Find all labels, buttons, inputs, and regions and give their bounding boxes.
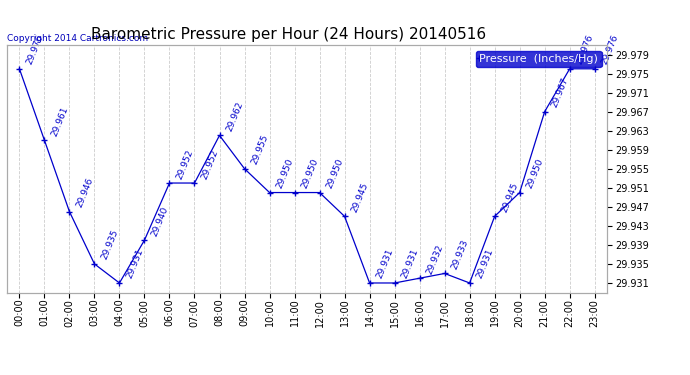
Text: 29.931: 29.931 <box>475 248 495 280</box>
Text: 29.950: 29.950 <box>275 157 295 190</box>
Pressure  (Inches/Hg) <box>290 190 299 195</box>
Pressure  (Inches/Hg) <box>90 262 99 266</box>
Pressure  (Inches/Hg) <box>215 133 224 138</box>
Text: 29.935: 29.935 <box>100 229 120 261</box>
Text: 29.955: 29.955 <box>250 134 270 166</box>
Text: 29.940: 29.940 <box>150 205 170 237</box>
Pressure  (Inches/Hg) <box>266 190 274 195</box>
Pressure  (Inches/Hg) <box>240 166 248 171</box>
Pressure  (Inches/Hg) <box>190 181 199 185</box>
Pressure  (Inches/Hg) <box>66 209 74 214</box>
Pressure  (Inches/Hg) <box>340 214 348 219</box>
Pressure  (Inches/Hg) <box>315 190 324 195</box>
Text: 29.967: 29.967 <box>550 76 571 109</box>
Text: 29.931: 29.931 <box>400 248 420 280</box>
Text: 29.961: 29.961 <box>50 105 70 137</box>
Text: 29.952: 29.952 <box>200 148 220 180</box>
Legend: Pressure  (Inches/Hg): Pressure (Inches/Hg) <box>476 51 602 67</box>
Text: 29.950: 29.950 <box>525 157 545 190</box>
Pressure  (Inches/Hg) <box>540 110 549 114</box>
Text: 29.931: 29.931 <box>125 248 145 280</box>
Pressure  (Inches/Hg) <box>140 238 148 242</box>
Pressure  (Inches/Hg) <box>115 281 124 285</box>
Text: 29.931: 29.931 <box>375 248 395 280</box>
Text: 29.976: 29.976 <box>600 33 620 66</box>
Text: 29.962: 29.962 <box>225 100 245 133</box>
Line: Pressure  (Inches/Hg): Pressure (Inches/Hg) <box>17 66 598 286</box>
Pressure  (Inches/Hg) <box>40 138 48 142</box>
Text: 29.945: 29.945 <box>500 181 520 214</box>
Pressure  (Inches/Hg) <box>366 281 374 285</box>
Pressure  (Inches/Hg) <box>391 281 399 285</box>
Text: 29.950: 29.950 <box>325 157 345 190</box>
Pressure  (Inches/Hg) <box>440 271 449 276</box>
Pressure  (Inches/Hg) <box>515 190 524 195</box>
Text: 29.976: 29.976 <box>575 33 595 66</box>
Text: 29.950: 29.950 <box>300 157 320 190</box>
Text: 29.933: 29.933 <box>450 238 471 271</box>
Text: 29.946: 29.946 <box>75 176 95 209</box>
Text: 29.952: 29.952 <box>175 148 195 180</box>
Text: Copyright 2014 Cartronics.com: Copyright 2014 Cartronics.com <box>7 33 148 42</box>
Text: 29.945: 29.945 <box>350 181 371 214</box>
Text: 29.976: 29.976 <box>25 33 45 66</box>
Pressure  (Inches/Hg) <box>491 214 499 219</box>
Text: 29.932: 29.932 <box>425 243 445 276</box>
Pressure  (Inches/Hg) <box>566 66 574 71</box>
Pressure  (Inches/Hg) <box>15 66 23 71</box>
Pressure  (Inches/Hg) <box>466 281 474 285</box>
Pressure  (Inches/Hg) <box>166 181 174 185</box>
Pressure  (Inches/Hg) <box>591 66 599 71</box>
Pressure  (Inches/Hg) <box>415 276 424 280</box>
Title: Barometric Pressure per Hour (24 Hours) 20140516: Barometric Pressure per Hour (24 Hours) … <box>92 27 486 42</box>
